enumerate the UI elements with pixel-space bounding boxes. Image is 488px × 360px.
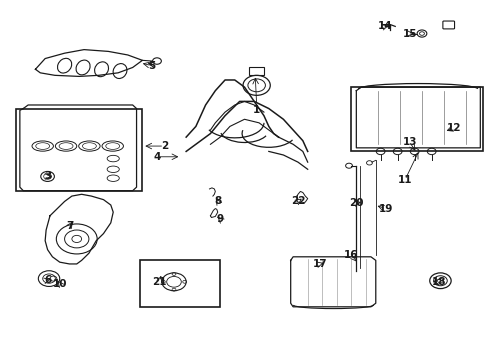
- Text: 1: 1: [252, 105, 260, 115]
- Text: 7: 7: [66, 221, 73, 231]
- Text: 4: 4: [153, 152, 161, 162]
- Text: 6: 6: [44, 275, 51, 285]
- Text: 13: 13: [402, 138, 416, 148]
- Text: 2: 2: [161, 141, 167, 151]
- Text: 17: 17: [312, 259, 326, 269]
- Text: 19: 19: [378, 203, 392, 213]
- Text: 21: 21: [152, 277, 166, 287]
- Text: 9: 9: [216, 214, 224, 224]
- Text: 8: 8: [214, 197, 221, 206]
- Text: 18: 18: [431, 277, 446, 287]
- Text: 14: 14: [377, 21, 392, 31]
- Text: 15: 15: [402, 28, 416, 39]
- Text: 11: 11: [397, 175, 411, 185]
- Text: 10: 10: [52, 279, 67, 289]
- Text: 12: 12: [446, 123, 460, 133]
- Text: 22: 22: [290, 197, 305, 206]
- Text: 16: 16: [344, 250, 358, 260]
- Text: 20: 20: [348, 198, 363, 208]
- Bar: [16, 109, 142, 191]
- Text: 3: 3: [44, 171, 51, 181]
- Bar: [140, 260, 220, 307]
- Text: 5: 5: [148, 61, 155, 71]
- Bar: [351, 87, 482, 152]
- Bar: [249, 67, 264, 75]
